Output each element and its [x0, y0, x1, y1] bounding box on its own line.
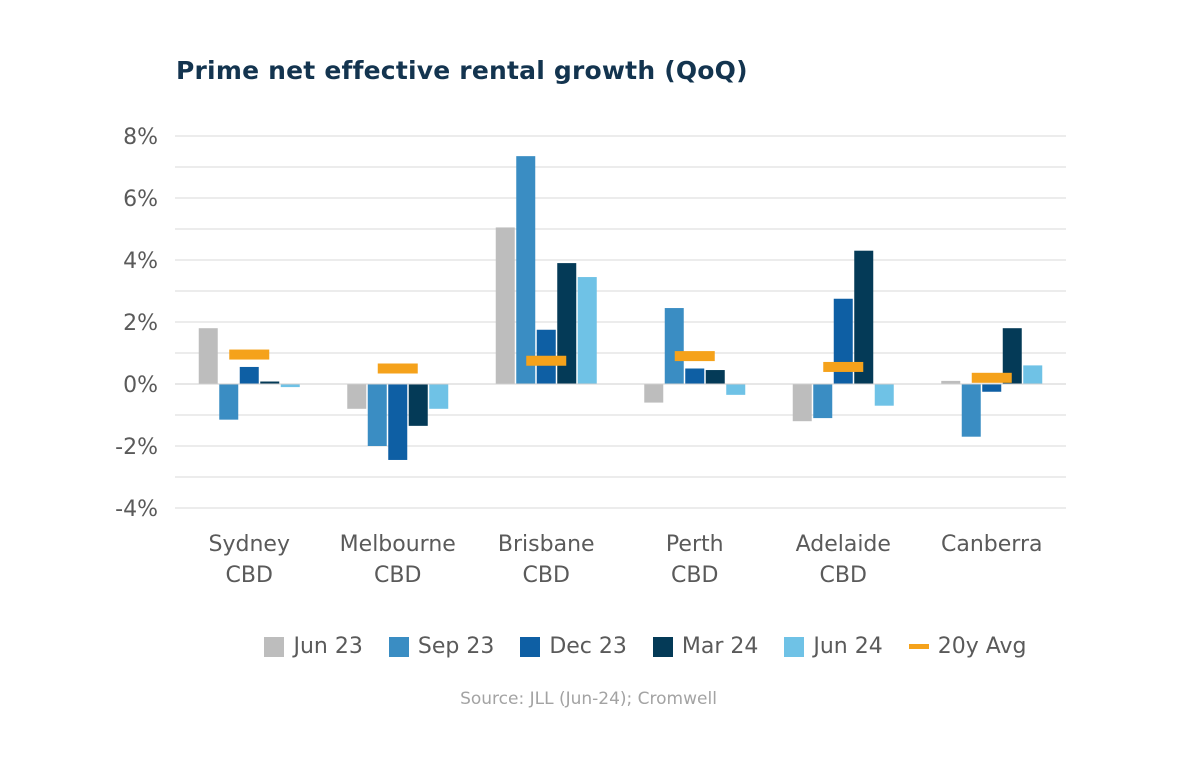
- bar: [219, 384, 239, 420]
- bar: [813, 384, 833, 419]
- bar: [792, 384, 812, 422]
- average-marker: [823, 361, 864, 372]
- category-label: Sydney CBD: [209, 532, 290, 588]
- bar: [577, 277, 597, 384]
- legend-line-swatch: [908, 644, 929, 649]
- bar: [644, 384, 664, 403]
- legend-item: Dec 23: [520, 634, 627, 659]
- legend-item: Jun 24: [784, 634, 883, 659]
- legend-swatch: [784, 636, 805, 657]
- average-marker: [526, 355, 567, 366]
- y-tick-label: 0%: [123, 373, 158, 398]
- bar: [280, 384, 300, 388]
- bar: [429, 384, 449, 409]
- legend-label: Mar 24: [681, 634, 759, 659]
- category-label: Melbourne CBD: [340, 532, 456, 588]
- y-tick-label: 4%: [123, 249, 158, 274]
- bar: [260, 381, 280, 384]
- category-label: Canberra: [941, 532, 1042, 557]
- legend-label: Sep 23: [417, 634, 495, 659]
- bar: [1002, 328, 1022, 384]
- legend-label: Dec 23: [549, 634, 627, 659]
- bar: [685, 368, 705, 384]
- y-tick-label: 6%: [123, 187, 158, 212]
- bar: [1023, 365, 1043, 384]
- bar: [388, 384, 408, 460]
- category-label: Adelaide CBD: [796, 532, 891, 588]
- average-markers: [229, 349, 1012, 383]
- x-axis: Sydney CBD Melbourne CBD Brisbane CBD Perth CBD…: [209, 532, 1043, 588]
- bar: [516, 156, 536, 384]
- legend-item: Sep 23: [388, 634, 495, 659]
- legend-item: Jun 23: [264, 634, 363, 659]
- legend-swatch: [652, 636, 673, 657]
- category-label: Brisbane CBD: [498, 532, 595, 588]
- average-marker: [971, 372, 1012, 383]
- bar: [705, 370, 725, 384]
- bar: [854, 250, 874, 384]
- legend-item: Mar 24: [652, 634, 759, 659]
- bar: [408, 384, 428, 426]
- average-marker: [229, 349, 270, 360]
- legend-label: 20y Avg: [937, 634, 1027, 659]
- bar: [664, 308, 684, 384]
- legend-label: Jun 23: [293, 634, 363, 659]
- bar: [557, 263, 577, 384]
- gridlines: [175, 135, 1066, 509]
- bars: [175, 156, 1066, 460]
- category-label: Perth CBD: [666, 532, 724, 588]
- bar: [982, 384, 1002, 392]
- legend-swatch: [520, 636, 541, 657]
- bar: [941, 380, 961, 384]
- bar: [874, 384, 894, 406]
- bar-chart: 8% 6% 4% 2% 0% -2% -4% Sydney CBD Melbourne CBD Br…: [115, 125, 1066, 588]
- bar: [347, 384, 367, 409]
- chart-title: Prime net effective rental growth (QoQ): [176, 56, 748, 85]
- bar: [367, 384, 387, 446]
- legend: Jun 23 Sep 23 Dec 23 Mar 24 Jun 24 20y Avg: [0, 634, 1201, 659]
- average-marker: [674, 351, 715, 362]
- y-tick-label: 2%: [123, 311, 158, 336]
- legend-item: 20y Avg: [908, 634, 1027, 659]
- y-tick-label: 8%: [123, 125, 158, 150]
- source-note: Source: JLL (Jun-24); Cromwell: [460, 689, 717, 709]
- legend-label: Jun 24: [813, 634, 883, 659]
- bar: [495, 227, 515, 384]
- bar: [239, 366, 259, 384]
- bar: [198, 328, 218, 384]
- y-axis: 8% 6% 4% 2% 0% -2% -4%: [115, 125, 158, 522]
- bar: [726, 384, 746, 395]
- bar: [961, 384, 981, 437]
- legend-swatch: [264, 636, 285, 657]
- y-tick-label: -4%: [115, 497, 158, 522]
- y-tick-label: -2%: [115, 435, 158, 460]
- legend-swatch: [388, 636, 409, 657]
- average-marker: [377, 363, 418, 374]
